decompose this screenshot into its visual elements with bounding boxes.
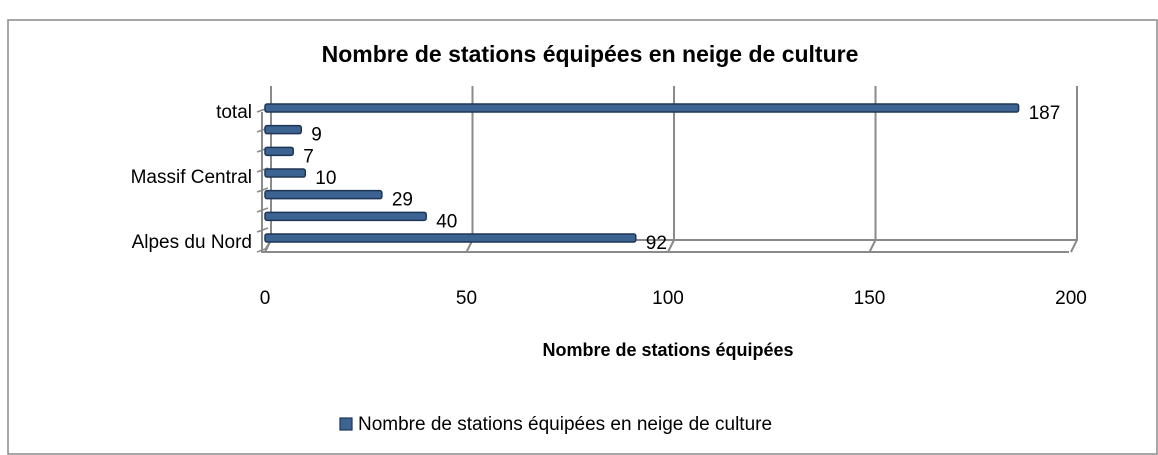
data-label: 92 (646, 233, 667, 254)
data-label: 10 (315, 168, 336, 189)
y-tick (256, 207, 269, 213)
legend-label: Nombre de stations équipées en neige de … (358, 414, 772, 435)
bar (264, 146, 294, 157)
y-tick-label: Alpes du Nord (132, 232, 252, 253)
bar (264, 189, 383, 200)
data-label: 40 (436, 211, 457, 232)
y-tick-label: total (216, 102, 252, 123)
x-axis-title: Nombre de stations équipées (542, 340, 793, 360)
bar (264, 233, 637, 243)
data-label: 29 (392, 190, 413, 211)
y-tick (256, 187, 269, 193)
x-tick-label: 0 (260, 288, 271, 309)
x-tick-label: 200 (1055, 288, 1087, 309)
data-label: 7 (303, 146, 314, 167)
x-tick-label: 150 (854, 288, 886, 309)
y-tick (256, 227, 269, 233)
legend-swatch (339, 417, 353, 431)
bar (264, 124, 303, 135)
bar (264, 168, 307, 178)
data-label: 9 (311, 125, 322, 146)
x-tick-label: 100 (652, 288, 684, 309)
x-tick-label: 50 (456, 288, 477, 309)
y-tick-label: Massif Central (131, 167, 252, 188)
grid-line (868, 86, 877, 253)
data-label: 187 (1029, 103, 1061, 124)
grid-line (1070, 86, 1078, 253)
chart-title: Nombre de stations équipées en neige de … (322, 41, 859, 67)
y-tick (256, 247, 269, 253)
bar (264, 103, 1020, 113)
grid-line (667, 86, 675, 253)
bar (264, 211, 427, 222)
